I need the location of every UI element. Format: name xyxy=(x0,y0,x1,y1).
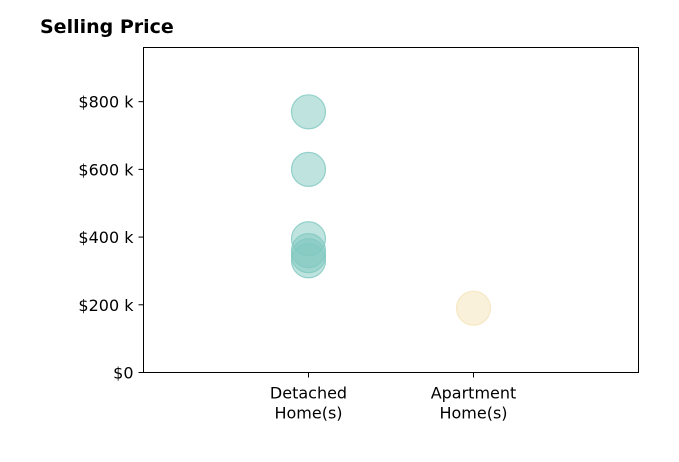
data-point xyxy=(290,243,327,279)
y-tick-label: $600 k xyxy=(78,160,134,179)
y-tick-label: $800 k xyxy=(78,93,134,112)
plot-frame xyxy=(143,47,639,373)
y-axis: $0 $200 k $400 k $600 k $800 k xyxy=(78,93,144,383)
data-point xyxy=(290,94,327,130)
chart-title: Selling Price xyxy=(40,16,174,38)
y-tick-label: $200 k xyxy=(78,296,134,315)
x-tick-label: Apartment Home(s) xyxy=(431,384,517,423)
data-points xyxy=(290,94,492,326)
x-tick-label: Detached Home(s) xyxy=(270,384,347,423)
x-axis: Detached Home(s) Apartment Home(s) xyxy=(270,372,517,423)
data-point xyxy=(455,290,492,326)
y-tick-label: $400 k xyxy=(78,228,134,247)
data-point xyxy=(290,151,327,187)
y-tick-label: $0 xyxy=(113,364,133,383)
